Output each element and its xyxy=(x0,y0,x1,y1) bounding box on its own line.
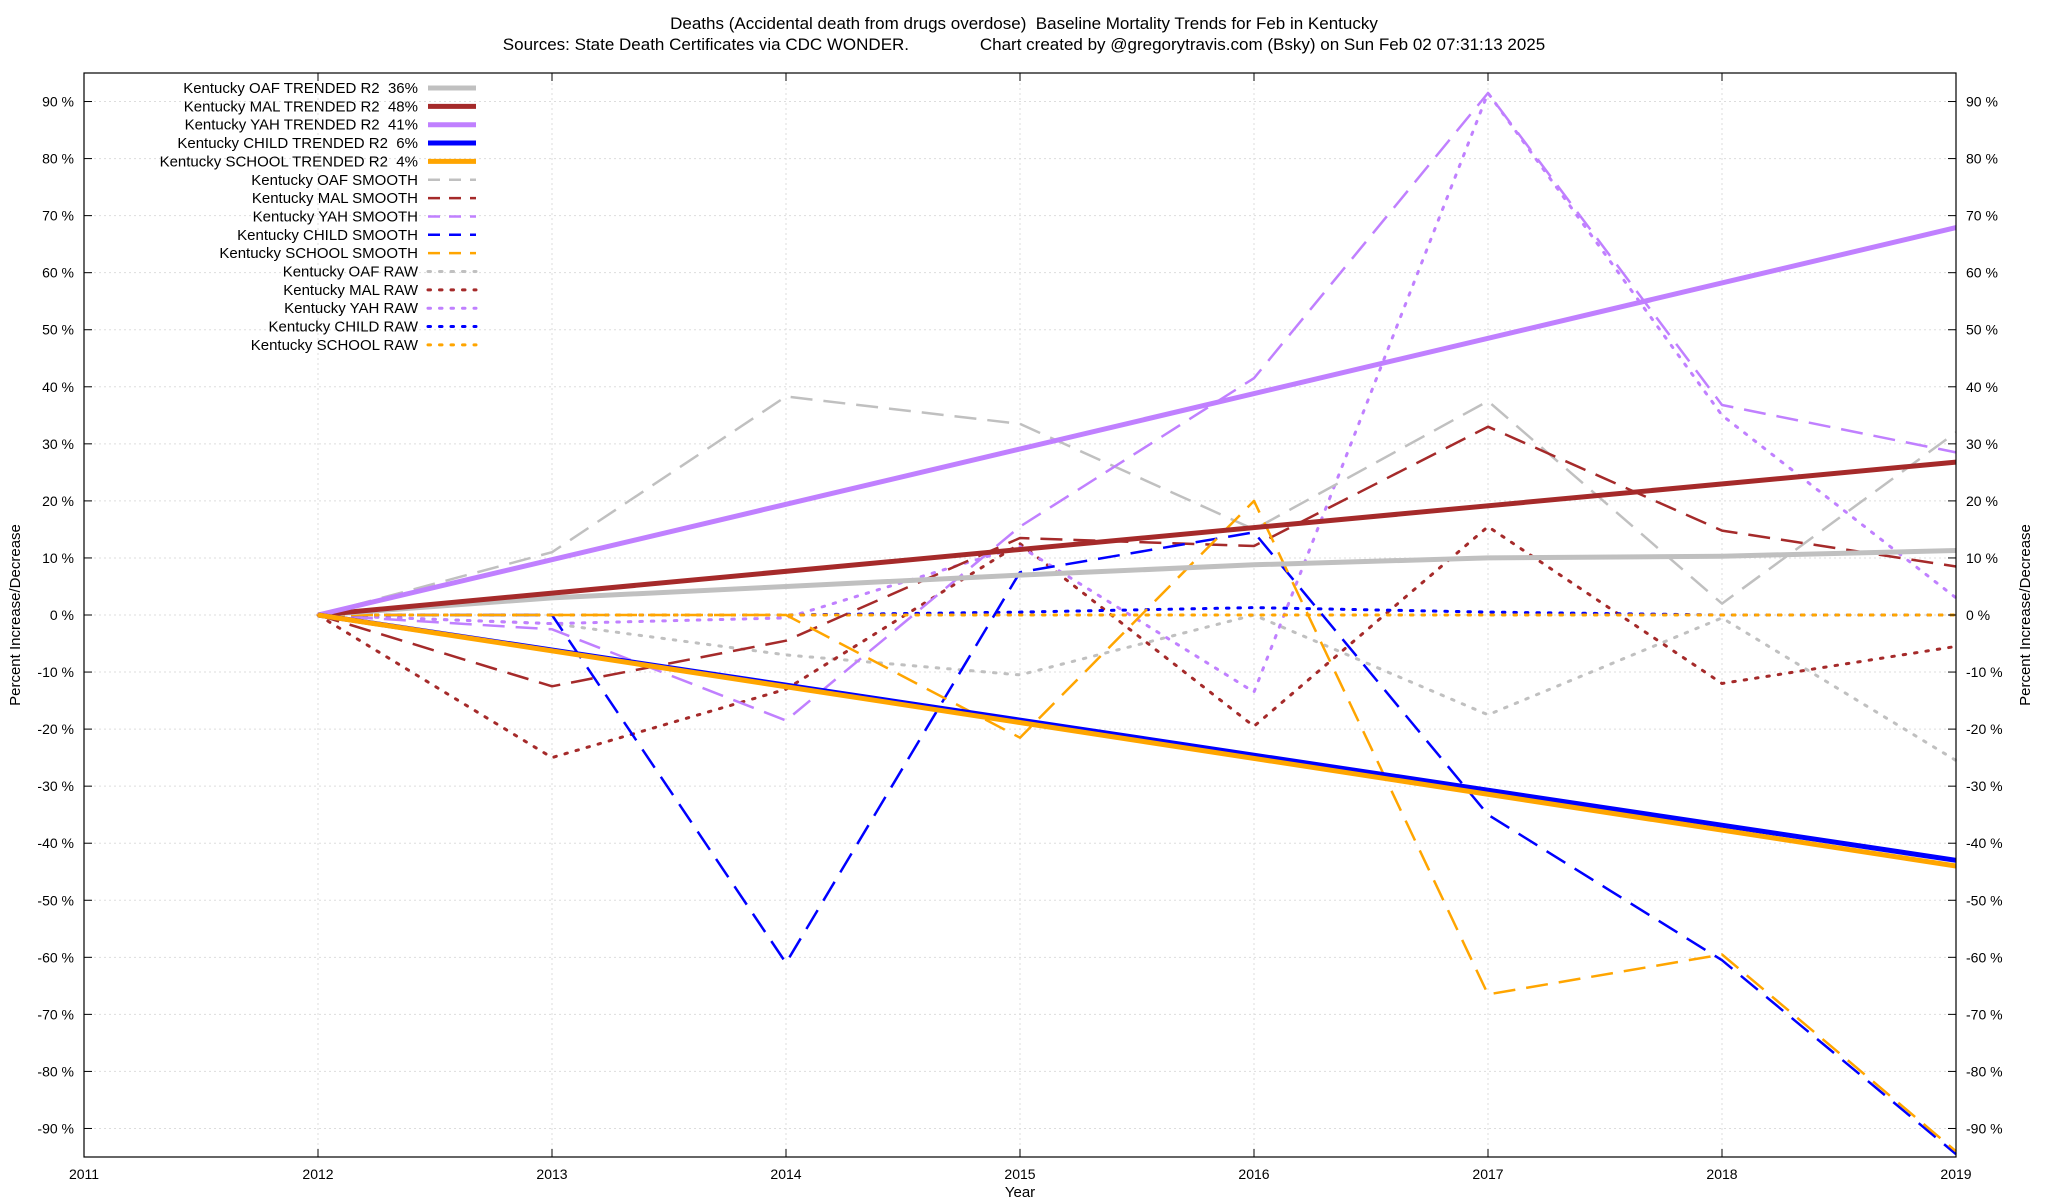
legend-label: Kentucky MAL SMOOTH xyxy=(252,190,418,207)
series-kentucky-mal-trended-r2-48 xyxy=(317,459,1957,618)
y2-tick-label: -90 % xyxy=(1966,1120,2003,1136)
series-kentucky-oaf-trended-r2-36 xyxy=(317,548,1957,618)
legend-label: Kentucky SCHOOL RAW xyxy=(251,337,419,354)
legend-label: Kentucky YAH SMOOTH xyxy=(253,208,418,225)
series-kentucky-yah-smooth xyxy=(317,91,1957,722)
y-tick-label: 90 % xyxy=(42,94,74,110)
y2-tick-label: 70 % xyxy=(1966,208,1998,224)
x-tick-label: 2017 xyxy=(1472,1166,1503,1182)
series-kentucky-yah-raw xyxy=(316,91,1958,694)
y2-tick-label: 0 % xyxy=(1966,607,1990,623)
series-kentucky-school-trended-r2-4 xyxy=(317,612,1957,869)
y-axis-label: Percent Increase/Decrease xyxy=(7,524,24,706)
legend-label: Kentucky OAF SMOOTH xyxy=(251,172,418,189)
y2-tick-label: 10 % xyxy=(1966,550,1998,566)
y2-tick-label: -70 % xyxy=(1966,1006,2003,1022)
chart-title: Deaths (Accidental death from drugs over… xyxy=(670,14,1378,33)
y2-tick-label: -30 % xyxy=(1966,778,2003,794)
legend: Kentucky OAF TRENDED R2 36%Kentucky MAL … xyxy=(160,80,478,354)
x-tick-label: 2012 xyxy=(302,1166,333,1182)
series-kentucky-oaf-smooth xyxy=(317,395,1957,617)
y-tick-label: 30 % xyxy=(42,436,74,452)
legend-label: Kentucky OAF RAW xyxy=(283,264,419,281)
legend-label: Kentucky MAL TRENDED R2 48% xyxy=(184,98,418,115)
y2-tick-label: 80 % xyxy=(1966,151,1998,167)
y-tick-label: -70 % xyxy=(37,1006,74,1022)
y2-tick-label: 50 % xyxy=(1966,322,1998,338)
y2-tick-label: 30 % xyxy=(1966,436,1998,452)
legend-label: Kentucky CHILD TRENDED R2 6% xyxy=(177,135,418,152)
y-tick-label: 0 % xyxy=(50,607,74,623)
x-tick-label: 2019 xyxy=(1940,1166,1971,1182)
y2-tick-label: -80 % xyxy=(1966,1063,2003,1079)
x-tick-label: 2014 xyxy=(770,1166,801,1182)
y-tick-label: -40 % xyxy=(37,835,74,851)
y-tick-label: 60 % xyxy=(42,265,74,281)
y2-tick-label: -60 % xyxy=(1966,949,2003,965)
y-tick-label: -90 % xyxy=(37,1120,74,1136)
y-tick-label: 70 % xyxy=(42,208,74,224)
y2-tick-label: 60 % xyxy=(1966,265,1998,281)
series-kentucky-child-smooth xyxy=(318,531,1957,1156)
chart-subtitle: Sources: State Death Certificates via CD… xyxy=(502,35,1546,54)
legend-label: Kentucky SCHOOL SMOOTH xyxy=(219,245,418,262)
y-tick-label: 40 % xyxy=(42,379,74,395)
legend-label: Kentucky MAL RAW xyxy=(283,282,419,299)
y2-tick-label: -50 % xyxy=(1966,892,2003,908)
y-tick-label: -30 % xyxy=(37,778,74,794)
legend-label: Kentucky YAH TRENDED R2 41% xyxy=(185,117,418,134)
legend-label: Kentucky CHILD RAW xyxy=(269,319,419,336)
y-tick-label: -10 % xyxy=(37,664,74,680)
series-kentucky-yah-trended-r2-41 xyxy=(317,225,1957,618)
y-tick-label: -80 % xyxy=(37,1063,74,1079)
series-kentucky-mal-smooth xyxy=(317,425,1957,688)
x-tick-label: 2018 xyxy=(1706,1166,1737,1182)
legend-label: Kentucky CHILD SMOOTH xyxy=(237,227,418,244)
legend-label: Kentucky SCHOOL TRENDED R2 4% xyxy=(160,153,418,170)
legend-label: Kentucky OAF TRENDED R2 36% xyxy=(183,80,418,97)
x-tick-label: 2015 xyxy=(1004,1166,1035,1182)
y2-tick-label: -20 % xyxy=(1966,721,2003,737)
series-kentucky-mal-raw xyxy=(316,525,1958,760)
y2-tick-label: -10 % xyxy=(1966,664,2003,680)
x-axis-label: Year xyxy=(1005,1184,1035,1200)
y2-tick-label: -40 % xyxy=(1966,835,2003,851)
y2-axis-label: Percent Increase/Decrease xyxy=(2017,524,2034,706)
y-tick-label: -20 % xyxy=(37,721,74,737)
series-kentucky-school-smooth xyxy=(318,499,1957,1153)
y-tick-label: 80 % xyxy=(42,151,74,167)
x-tick-label: 2016 xyxy=(1238,1166,1269,1182)
y2-tick-label: 20 % xyxy=(1966,493,1998,509)
legend-label: Kentucky YAH RAW xyxy=(284,300,419,317)
y-tick-label: 10 % xyxy=(42,550,74,566)
y-tick-label: 20 % xyxy=(42,493,74,509)
y-tick-label: -50 % xyxy=(37,892,74,908)
y-tick-label: -60 % xyxy=(37,949,74,965)
x-tick-label: 2011 xyxy=(69,1166,99,1182)
axes: 2011 2012 2013 2014 2015 2016 2017 2018 2019 90 %… xyxy=(37,73,2003,1182)
x-tick-label: 2013 xyxy=(536,1166,567,1182)
y2-tick-label: 40 % xyxy=(1966,379,1998,395)
series-layer xyxy=(316,91,1958,1156)
series-kentucky-child-raw xyxy=(316,606,1958,617)
y-tick-label: 50 % xyxy=(42,322,74,338)
y2-tick-label: 90 % xyxy=(1966,94,1998,110)
